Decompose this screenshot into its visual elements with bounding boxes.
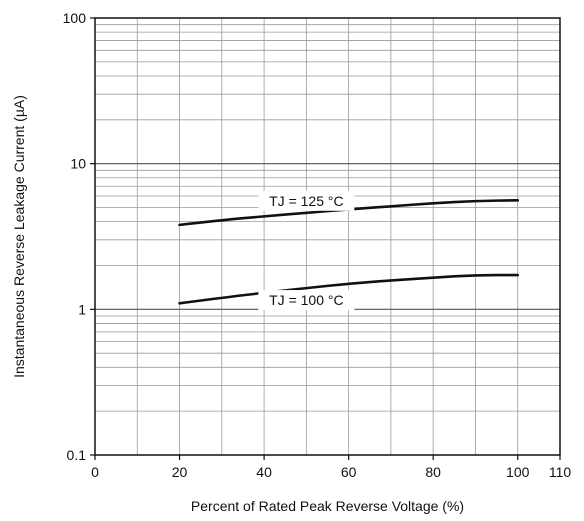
series-line-1 — [178, 273, 520, 305]
x-tick-label: 40 — [256, 464, 272, 480]
y-axis-ticks: 0.1 1 10 100 — [63, 10, 95, 463]
curve-label-bg — [258, 190, 355, 211]
x-tick-label: 80 — [425, 464, 441, 480]
major-gridlines — [95, 163, 560, 310]
curve-label-1: TJ = 100 °C — [269, 292, 343, 308]
x-tick-label: 0 — [91, 464, 99, 480]
y-tick-label: 10 — [70, 156, 86, 172]
y-axis-title: Instantaneous Reverse Leakage Current (µ… — [11, 95, 27, 378]
curve-labels: TJ = 125 °C TJ = 100 °C — [258, 190, 355, 311]
y-tick-label: 100 — [63, 10, 87, 26]
x-axis-title: Percent of Rated Peak Reverse Voltage (%… — [191, 498, 464, 514]
curve-label-0: TJ = 125 °C — [269, 193, 343, 209]
x-axis-ticks: 0 20 40 60 80 100 110 — [91, 455, 571, 480]
curve-label-bg — [258, 290, 355, 311]
y-tick-label: 1 — [78, 301, 86, 317]
plot-frame — [94, 17, 561, 456]
x-tick-label: 110 — [549, 464, 572, 480]
y-tick-label: 0.1 — [67, 447, 87, 463]
x-tick-label: 60 — [341, 464, 357, 480]
x-tick-label: 20 — [172, 464, 188, 480]
x-tick-label: 100 — [506, 464, 530, 480]
minor-gridlines — [95, 18, 560, 455]
